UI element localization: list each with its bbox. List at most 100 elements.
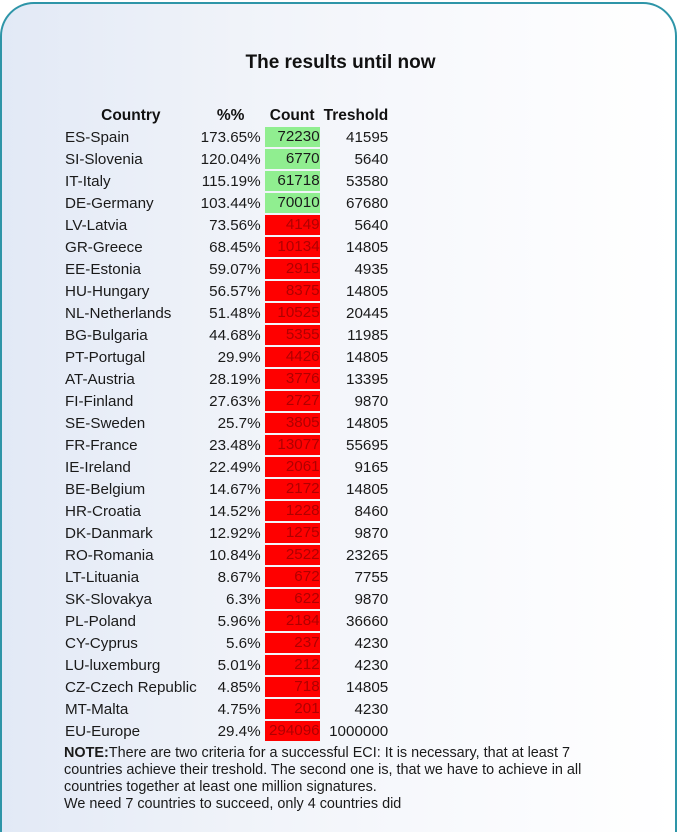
percent-cell: 5.01% [217,656,261,674]
count-cell: 1228 [263,500,322,522]
count-value: 10134 [264,237,320,257]
country-cell: SE-Sweden [65,414,146,432]
percent-cell: 29.4% [217,722,261,740]
note-section: NOTE:There are two criteria for a succes… [64,745,624,813]
table-row: DK-Danmark 12.92% 1275 9870 [63,522,390,544]
count-value: 718 [264,677,320,697]
percent-cell: 14.52% [209,502,261,520]
country-cell: GR-Greece [65,238,143,256]
treshold-cell: 53580 [346,172,389,190]
table-header-row: Country %% Count Treshold [63,106,390,126]
country-cell: CY-Cyprus [65,634,138,652]
table-row: IT-Italy 115.19% 61718 53580 [63,170,390,192]
country-cell: RO-Romania [65,546,154,564]
table-row: SK-Slovakya 6.3% 622 9870 [63,588,390,610]
table-row: ES-Spain 173.65% 72230 41595 [63,126,390,148]
country-cell: FI-Finland [65,392,134,410]
count-cell: 8375 [263,280,322,302]
header-count: Count [269,107,315,124]
percent-cell: 68.45% [209,238,261,256]
treshold-cell: 41595 [346,128,389,146]
country-cell: DE-Germany [65,194,154,212]
percent-cell: 22.49% [209,458,261,476]
table-row: PT-Portugal 29.9% 4426 14805 [63,346,390,368]
table-row: MT-Malta 4.75% 201 4230 [63,698,390,720]
country-cell: LT-Lituania [65,568,140,586]
count-value: 212 [264,655,320,675]
country-cell: NL-Netherlands [65,304,172,322]
count-value: 2915 [264,259,320,279]
count-cell: 3805 [263,412,322,434]
count-value: 201 [264,699,320,719]
count-cell: 2184 [263,610,322,632]
percent-cell: 56.57% [209,282,261,300]
treshold-cell: 4935 [354,260,389,278]
country-cell: SI-Slovenia [65,150,143,168]
treshold-cell: 14805 [346,678,389,696]
count-value: 6770 [264,149,320,169]
treshold-cell: 4230 [354,634,389,652]
table-row: LT-Lituania 8.67% 672 7755 [63,566,390,588]
country-cell: LU-luxemburg [65,656,161,674]
percent-cell: 23.48% [209,436,261,454]
table-row: SE-Sweden 25.7% 3805 14805 [63,412,390,434]
percent-cell: 173.65% [200,128,261,146]
percent-cell: 29.9% [217,348,261,366]
treshold-cell: 14805 [346,414,389,432]
treshold-cell: 9870 [354,590,389,608]
treshold-cell: 1000000 [329,722,389,740]
country-cell: IT-Italy [65,172,111,190]
percent-cell: 28.19% [209,370,261,388]
count-cell: 2727 [263,390,322,412]
percent-cell: 10.84% [209,546,261,564]
treshold-cell: 13395 [346,370,389,388]
percent-cell: 25.7% [217,414,261,432]
treshold-cell: 4230 [354,656,389,674]
header-treshold: Treshold [323,107,389,124]
country-cell: HR-Croatia [65,502,141,520]
table-row: AT-Austria 28.19% 3776 13395 [63,368,390,390]
treshold-cell: 14805 [346,480,389,498]
table-row: CZ-Czech Republic 4.85% 718 14805 [63,676,390,698]
percent-cell: 14.67% [209,480,261,498]
count-cell: 10134 [263,236,322,258]
table-row: FR-France 23.48% 13077 55695 [63,434,390,456]
count-value: 72230 [264,127,320,147]
treshold-cell: 23265 [346,546,389,564]
country-cell: IE-Ireland [65,458,131,476]
count-cell: 1275 [263,522,322,544]
count-cell: 4149 [263,214,322,236]
count-value: 70010 [264,193,320,213]
count-value: 2172 [264,479,320,499]
country-cell: DK-Danmark [65,524,153,542]
treshold-cell: 5640 [354,216,389,234]
results-table: Country %% Count Treshold ES-Spain 173.65… [63,106,390,742]
header-percent: %% [216,107,245,124]
percent-cell: 5.6% [226,634,261,652]
treshold-cell: 9870 [354,524,389,542]
treshold-cell: 7755 [354,568,389,586]
count-cell: 622 [263,588,322,610]
treshold-cell: 14805 [346,282,389,300]
country-cell: HU-Hungary [65,282,150,300]
count-value: 13077 [264,435,320,455]
percent-cell: 120.04% [200,150,261,168]
treshold-cell: 9870 [354,392,389,410]
percent-cell: 115.19% [201,172,261,190]
treshold-cell: 4230 [354,700,389,718]
count-value: 2727 [264,391,320,411]
country-cell: FR-France [65,436,138,454]
count-value: 8375 [264,281,320,301]
count-cell: 718 [263,676,322,698]
count-cell: 13077 [263,434,322,456]
country-cell: PT-Portugal [65,348,146,366]
count-cell: 3776 [263,368,322,390]
table-row: DE-Germany 103.44% 70010 67680 [63,192,390,214]
treshold-cell: 14805 [346,238,389,256]
percent-cell: 8.67% [217,568,261,586]
table-row: FI-Finland 27.63% 2727 9870 [63,390,390,412]
treshold-cell: 55695 [346,436,389,454]
treshold-cell: 36660 [346,612,389,630]
header-country: Country [101,107,161,124]
